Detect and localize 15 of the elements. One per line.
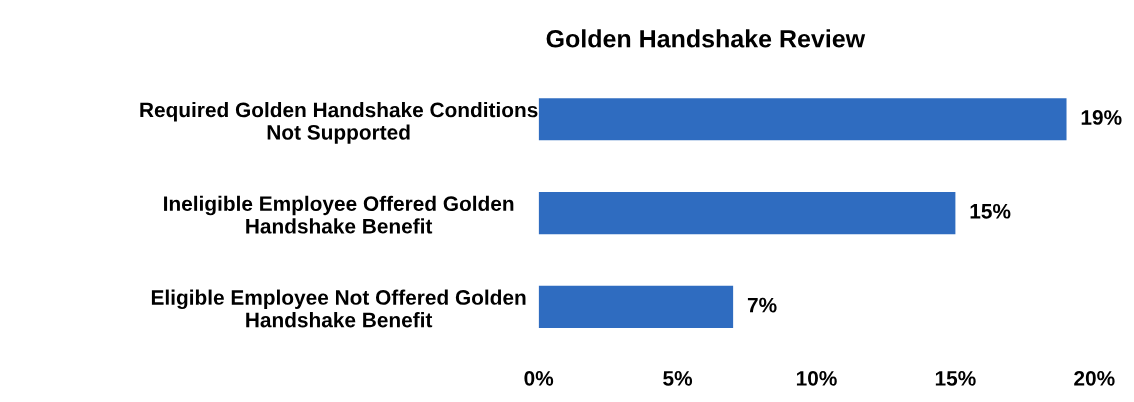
y-tick-label: Ineligible Employee Offered Golden Handshake Benefit	[164, 195, 514, 234]
x-tick-label: 15%	[935, 371, 976, 386]
x-tick-label: 20%	[1074, 370, 1115, 386]
chart-title: Golden Handshake Review	[546, 29, 866, 48]
x-tick-label: 0%	[524, 370, 554, 386]
data-label: 15%	[970, 203, 1011, 219]
x-tick-label: 5%	[663, 371, 693, 386]
bar	[538, 285, 734, 328]
bar	[538, 191, 956, 235]
y-tick-label: Required Golden Handshake Conditions Not Supported	[140, 102, 538, 144]
data-label: 19%	[1081, 110, 1122, 125]
x-tick-label: 10%	[796, 370, 837, 386]
bar	[538, 98, 1067, 141]
y-tick-label: Eligible Employee Not Offered Golden Handshake Benefit	[151, 289, 526, 328]
data-label: 7%	[747, 297, 777, 313]
